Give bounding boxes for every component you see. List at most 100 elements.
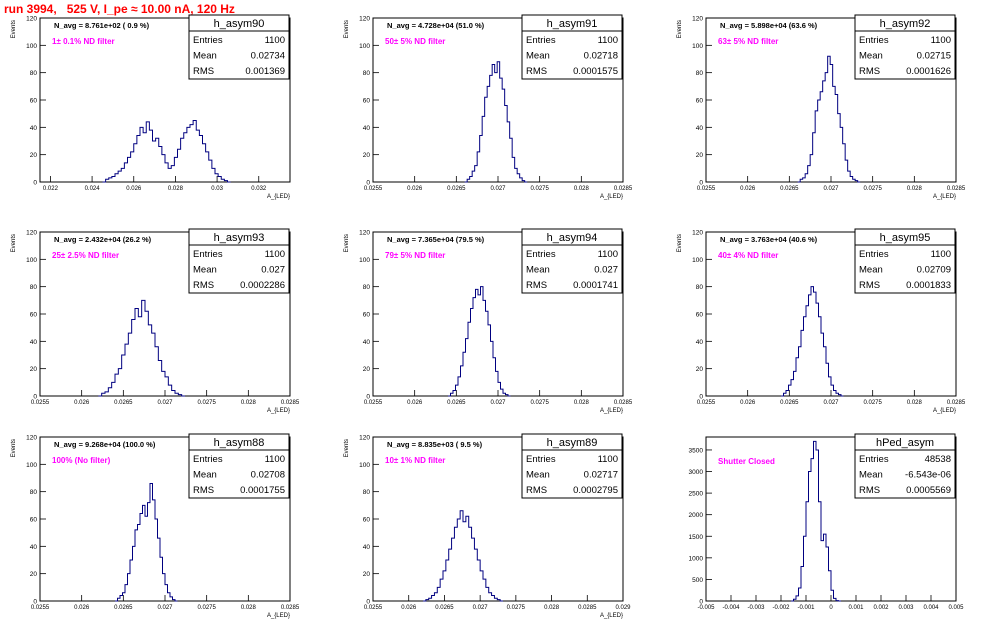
y-tick-label: 2000: [689, 512, 704, 519]
x-tick-label: 0.0285: [578, 605, 597, 611]
y-tick-label: 500: [692, 577, 703, 584]
y-tick-label: 100: [26, 43, 37, 50]
stats-box: h_asym94 Entries 1100 Mean 0.027 RMS 0.0001741: [521, 228, 623, 294]
histogram-panel-h_asym90: 0 20 40 60 80 100 120 0.022 0.024 0.026 0.028 0.03 0…: [11, 14, 291, 200]
y-tick-label: 120: [692, 16, 703, 23]
stats-body-frame: [521, 244, 623, 294]
stats-value-rms: 0.0001833: [906, 280, 951, 291]
stats-value-entries: 1100: [598, 249, 618, 260]
stats-label-mean: Mean: [526, 265, 550, 276]
x-tick-label: 0.027: [490, 186, 506, 192]
x-tick-label: 0.0255: [364, 605, 383, 611]
x-axis-label: A_{LED}: [267, 408, 290, 414]
x-tick-label: 0.022: [43, 186, 59, 192]
page-title: run 3994, 525 V, I_pe ≈ 10.00 nA, 120 Hz: [4, 2, 235, 16]
histogram-name: h_asym91: [547, 18, 598, 30]
stats-label-mean: Mean: [193, 265, 217, 276]
y-tick-label: 40: [363, 125, 371, 132]
histogram-panel-h_asym88: 0 20 40 60 80 100 120 0.0255 0.026 0.0265 0.027 0.0…: [11, 433, 300, 619]
stats-label-entries: Entries: [526, 249, 556, 260]
stats-label-mean: Mean: [859, 51, 883, 62]
stats-label-mean: Mean: [193, 51, 217, 62]
y-tick-label: 60: [696, 98, 704, 105]
y-tick-label: 120: [359, 435, 370, 442]
x-tick-label: 0.0285: [281, 605, 300, 611]
x-tick-label: 0.004: [923, 605, 939, 611]
filter-label: 1± 0.1% ND filter: [52, 37, 115, 46]
stats-value-rms: 0.0001575: [573, 66, 618, 77]
stats-value-entries: 1100: [265, 249, 285, 260]
x-tick-label: 0.029: [615, 605, 631, 611]
histogram-name: h_asym93: [214, 232, 265, 244]
stats-value-mean: 0.02734: [251, 51, 285, 62]
y-tick-label: 100: [26, 462, 37, 469]
x-tick-label: 0.001: [848, 605, 864, 611]
filter-label: 63± 5% ND filter: [718, 37, 778, 46]
stats-value-rms: 0.0005569: [906, 485, 951, 496]
stats-label-entries: Entries: [526, 454, 556, 465]
x-tick-label: 0.028: [168, 186, 184, 192]
stats-label-mean: Mean: [526, 470, 550, 481]
stats-box: h_asym88 Entries 1100 Mean 0.02708 RMS 0.00017…: [188, 433, 290, 499]
y-tick-label: 120: [26, 16, 37, 23]
stats-value-rms: 0.001369: [245, 66, 285, 77]
x-tick-label: -0.003: [747, 605, 765, 611]
x-tick-label: 0.0255: [31, 400, 50, 406]
stats-label-entries: Entries: [859, 454, 889, 465]
stats-label-entries: Entries: [526, 35, 556, 46]
y-tick-label: 20: [30, 571, 38, 578]
x-tick-label: 0.0275: [863, 400, 882, 406]
x-tick-label: 0.0285: [281, 400, 300, 406]
x-tick-label: 0.028: [907, 400, 923, 406]
y-tick-label: 60: [363, 517, 371, 524]
stats-value-mean: 0.02717: [584, 470, 618, 481]
stats-label-rms: RMS: [859, 485, 880, 496]
x-tick-label: -0.001: [797, 605, 815, 611]
y-tick-label: 60: [30, 312, 38, 319]
y-axis-label: Events: [677, 234, 683, 252]
histogram-series: [781, 286, 844, 397]
x-tick-label: 0.0275: [507, 605, 526, 611]
stats-value-entries: 1100: [931, 35, 951, 46]
stats-value-entries: 1100: [265, 35, 285, 46]
stats-box: hPed_asym Entries 48538 Mean -6.543e-06 RMS 0.…: [854, 433, 956, 499]
stats-label-rms: RMS: [859, 280, 880, 291]
stats-label-rms: RMS: [193, 66, 214, 77]
stats-value-mean: 0.027: [594, 265, 618, 276]
histogram-name: h_asym95: [880, 232, 931, 244]
stats-label-entries: Entries: [859, 249, 889, 260]
stats-body-frame: [521, 449, 623, 499]
y-tick-label: 80: [30, 489, 38, 496]
stats-value-rms: 0.0002795: [573, 485, 618, 496]
x-tick-label: 0.027: [157, 605, 173, 611]
histogram-series: [102, 120, 231, 183]
stats-value-rms: 0.0001741: [573, 280, 618, 291]
stats-box: h_asym92 Entries 1100 Mean 0.02715 RMS 0.00016…: [854, 14, 956, 80]
stats-value-entries: 48538: [925, 454, 951, 465]
stats-label-entries: Entries: [193, 249, 223, 260]
x-tick-label: 0.0265: [447, 186, 466, 192]
x-axis-label: A_{LED}: [600, 408, 623, 414]
x-tick-label: 0.0265: [780, 186, 799, 192]
y-axis-label: Events: [344, 20, 350, 38]
filter-label: Shutter Closed: [718, 457, 775, 466]
x-tick-label: 0.027: [823, 400, 839, 406]
x-tick-label: 0.03: [211, 186, 223, 192]
x-tick-label: 0.0255: [31, 605, 50, 611]
x-tick-label: 0.028: [544, 605, 560, 611]
y-tick-label: 2500: [689, 491, 704, 498]
histogram-panel-h_asym93: 0 20 40 60 80 100 120 0.0255 0.026 0.0265 0.027 0.0…: [11, 228, 300, 414]
x-tick-label: 0.028: [241, 605, 257, 611]
x-tick-label: 0.003: [898, 605, 914, 611]
x-tick-label: 0.0275: [863, 186, 882, 192]
y-tick-label: 100: [359, 43, 370, 50]
y-tick-label: 80: [30, 70, 38, 77]
histogram-series: [115, 482, 178, 602]
filter-label: 79± 5% ND filter: [385, 251, 445, 260]
histogram-series: [464, 61, 528, 183]
x-tick-label: 0.0275: [197, 400, 216, 406]
x-tick-label: 0.026: [126, 186, 142, 192]
y-tick-label: 0: [33, 394, 37, 401]
y-tick-label: 20: [363, 366, 371, 373]
y-tick-label: 0: [699, 394, 703, 401]
